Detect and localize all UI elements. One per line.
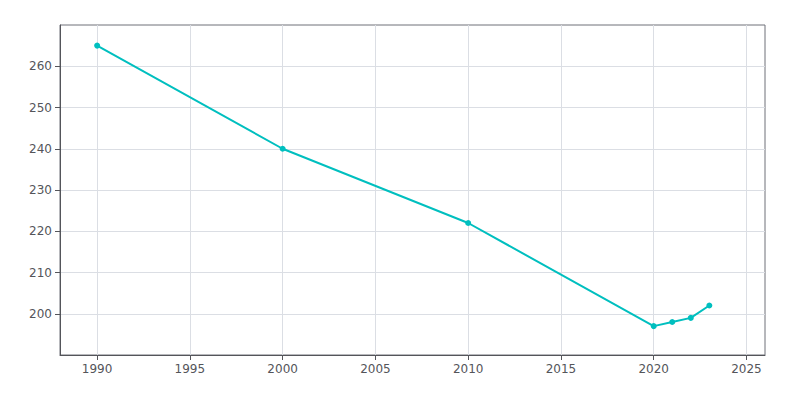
svg-text:210: 210 — [29, 266, 52, 280]
svg-text:230: 230 — [29, 183, 52, 197]
svg-text:2000: 2000 — [267, 362, 298, 376]
svg-text:2020: 2020 — [638, 362, 669, 376]
svg-text:220: 220 — [29, 224, 52, 238]
svg-text:200: 200 — [29, 307, 52, 321]
svg-text:1995: 1995 — [175, 362, 206, 376]
svg-text:250: 250 — [29, 101, 52, 115]
svg-text:2005: 2005 — [360, 362, 391, 376]
svg-text:2025: 2025 — [731, 362, 762, 376]
svg-text:2015: 2015 — [546, 362, 577, 376]
svg-text:1990: 1990 — [82, 362, 113, 376]
svg-text:260: 260 — [29, 59, 52, 73]
svg-text:240: 240 — [29, 142, 52, 156]
svg-text:2010: 2010 — [453, 362, 484, 376]
